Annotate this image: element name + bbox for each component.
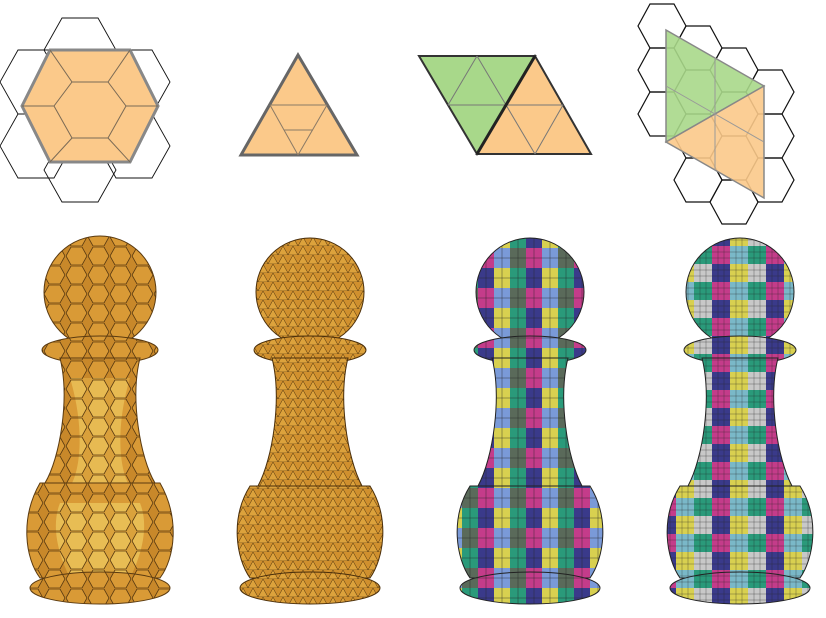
pawn-triangle-mesh [236,237,384,605]
triangle-subdivision-diagram [238,52,360,157]
rhombus-on-hex-grid-diagram [637,3,795,225]
rhombus-two-triangles-panel [415,50,595,160]
pawn-colored-patches-fine-panel [640,228,826,613]
pawn-triangle-mesh-panel [218,228,418,613]
pawn-hexagonal-mesh-panel [0,228,200,613]
triangle-subdivision-panel [235,45,365,160]
hexagon-tiling-panel [0,10,180,203]
pawn-colored-patches-fine [666,237,814,605]
rhombus-two-triangles-diagram [417,54,593,156]
rhombus-on-hex-grid-panel [630,0,805,225]
pawn-colored-patches-panel [430,228,630,613]
hexagon-tiling-diagram [0,17,171,203]
pawn-colored-patches [456,237,604,605]
pawn-hexagonal-mesh [26,235,174,605]
